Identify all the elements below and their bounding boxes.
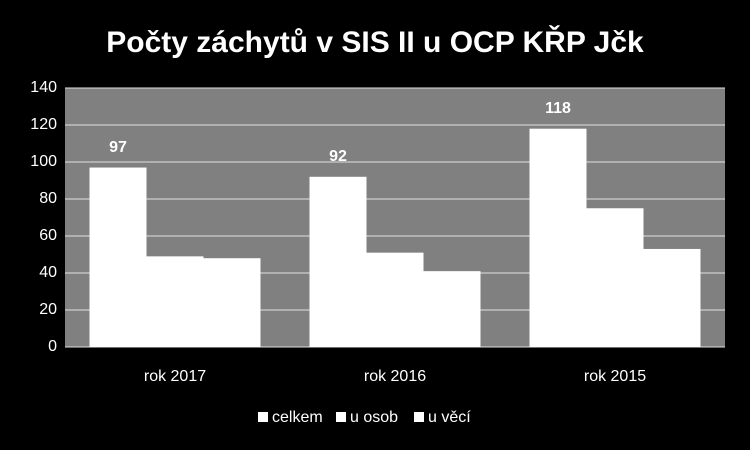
legend-swatch [258,412,268,422]
bar [423,271,481,347]
legend-label: u věcí [428,409,471,426]
bar [203,258,261,347]
x-tick-label: rok 2015 [584,368,646,385]
y-tick-label: 140 [30,79,57,96]
data-label: 118 [545,100,571,117]
bar [529,128,587,347]
data-label: 97 [109,139,127,156]
bar [146,256,204,347]
y-tick-label: 100 [30,153,57,170]
y-tick-label: 80 [39,190,57,207]
bar [643,248,701,347]
y-tick-label: 20 [39,301,57,318]
bar [366,252,424,347]
bar [586,208,644,347]
legend-label: celkem [272,409,323,426]
y-tick-label: 40 [39,264,57,281]
chart-title: Počty záchytů v SIS II u OCP KŘP Jčk [106,25,644,59]
legend-label: u osob [350,409,398,426]
data-label: 92 [329,148,347,165]
legend-swatch [336,412,346,422]
y-tick-label: 120 [30,116,57,133]
legend-swatch [414,412,424,422]
bar [89,167,147,347]
x-tick-label: rok 2017 [144,368,206,385]
y-tick-label: 60 [39,227,57,244]
bar [309,176,367,347]
y-tick-label: 0 [48,338,57,355]
x-tick-label: rok 2016 [364,368,426,385]
